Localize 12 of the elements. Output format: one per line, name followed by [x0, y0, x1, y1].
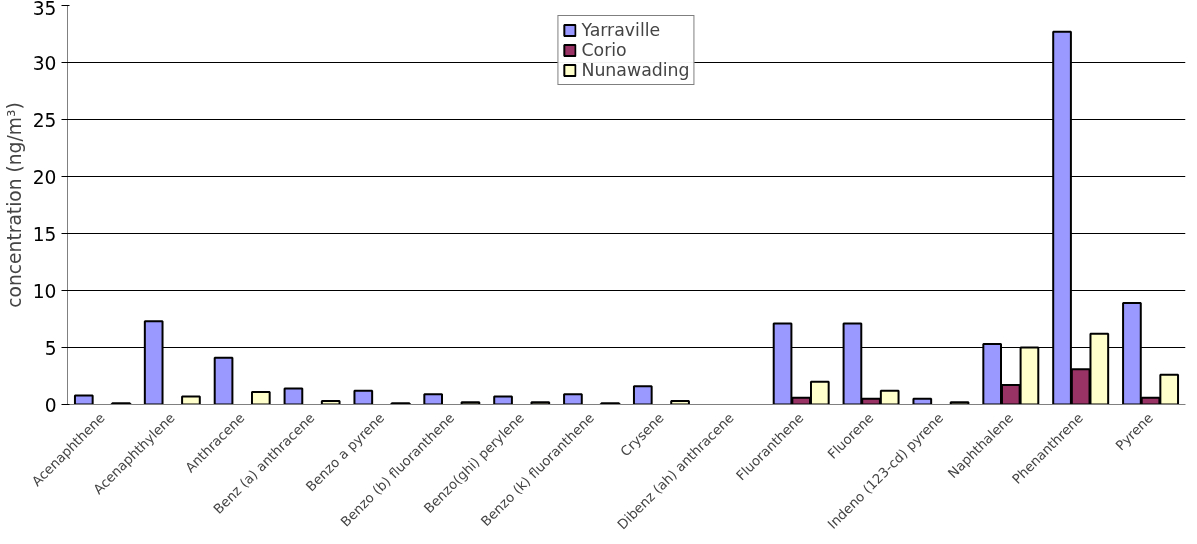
y-tick-label: 25: [32, 109, 57, 131]
legend-label: Nunawading: [581, 60, 690, 80]
y-tick-label: 10: [32, 280, 57, 302]
y-tick-label: 20: [32, 166, 57, 188]
y-tick-label: 5: [44, 337, 57, 359]
legend-label: Yarraville: [581, 20, 661, 40]
y-tick-label: 35: [32, 0, 57, 19]
y-tick-label: 0: [44, 394, 57, 416]
y-tick-label: 15: [32, 223, 57, 245]
y-tick-label: 30: [32, 52, 57, 74]
legend-label: Corio: [581, 40, 627, 60]
y-axis-title: concentration (ng/m³): [3, 102, 25, 308]
